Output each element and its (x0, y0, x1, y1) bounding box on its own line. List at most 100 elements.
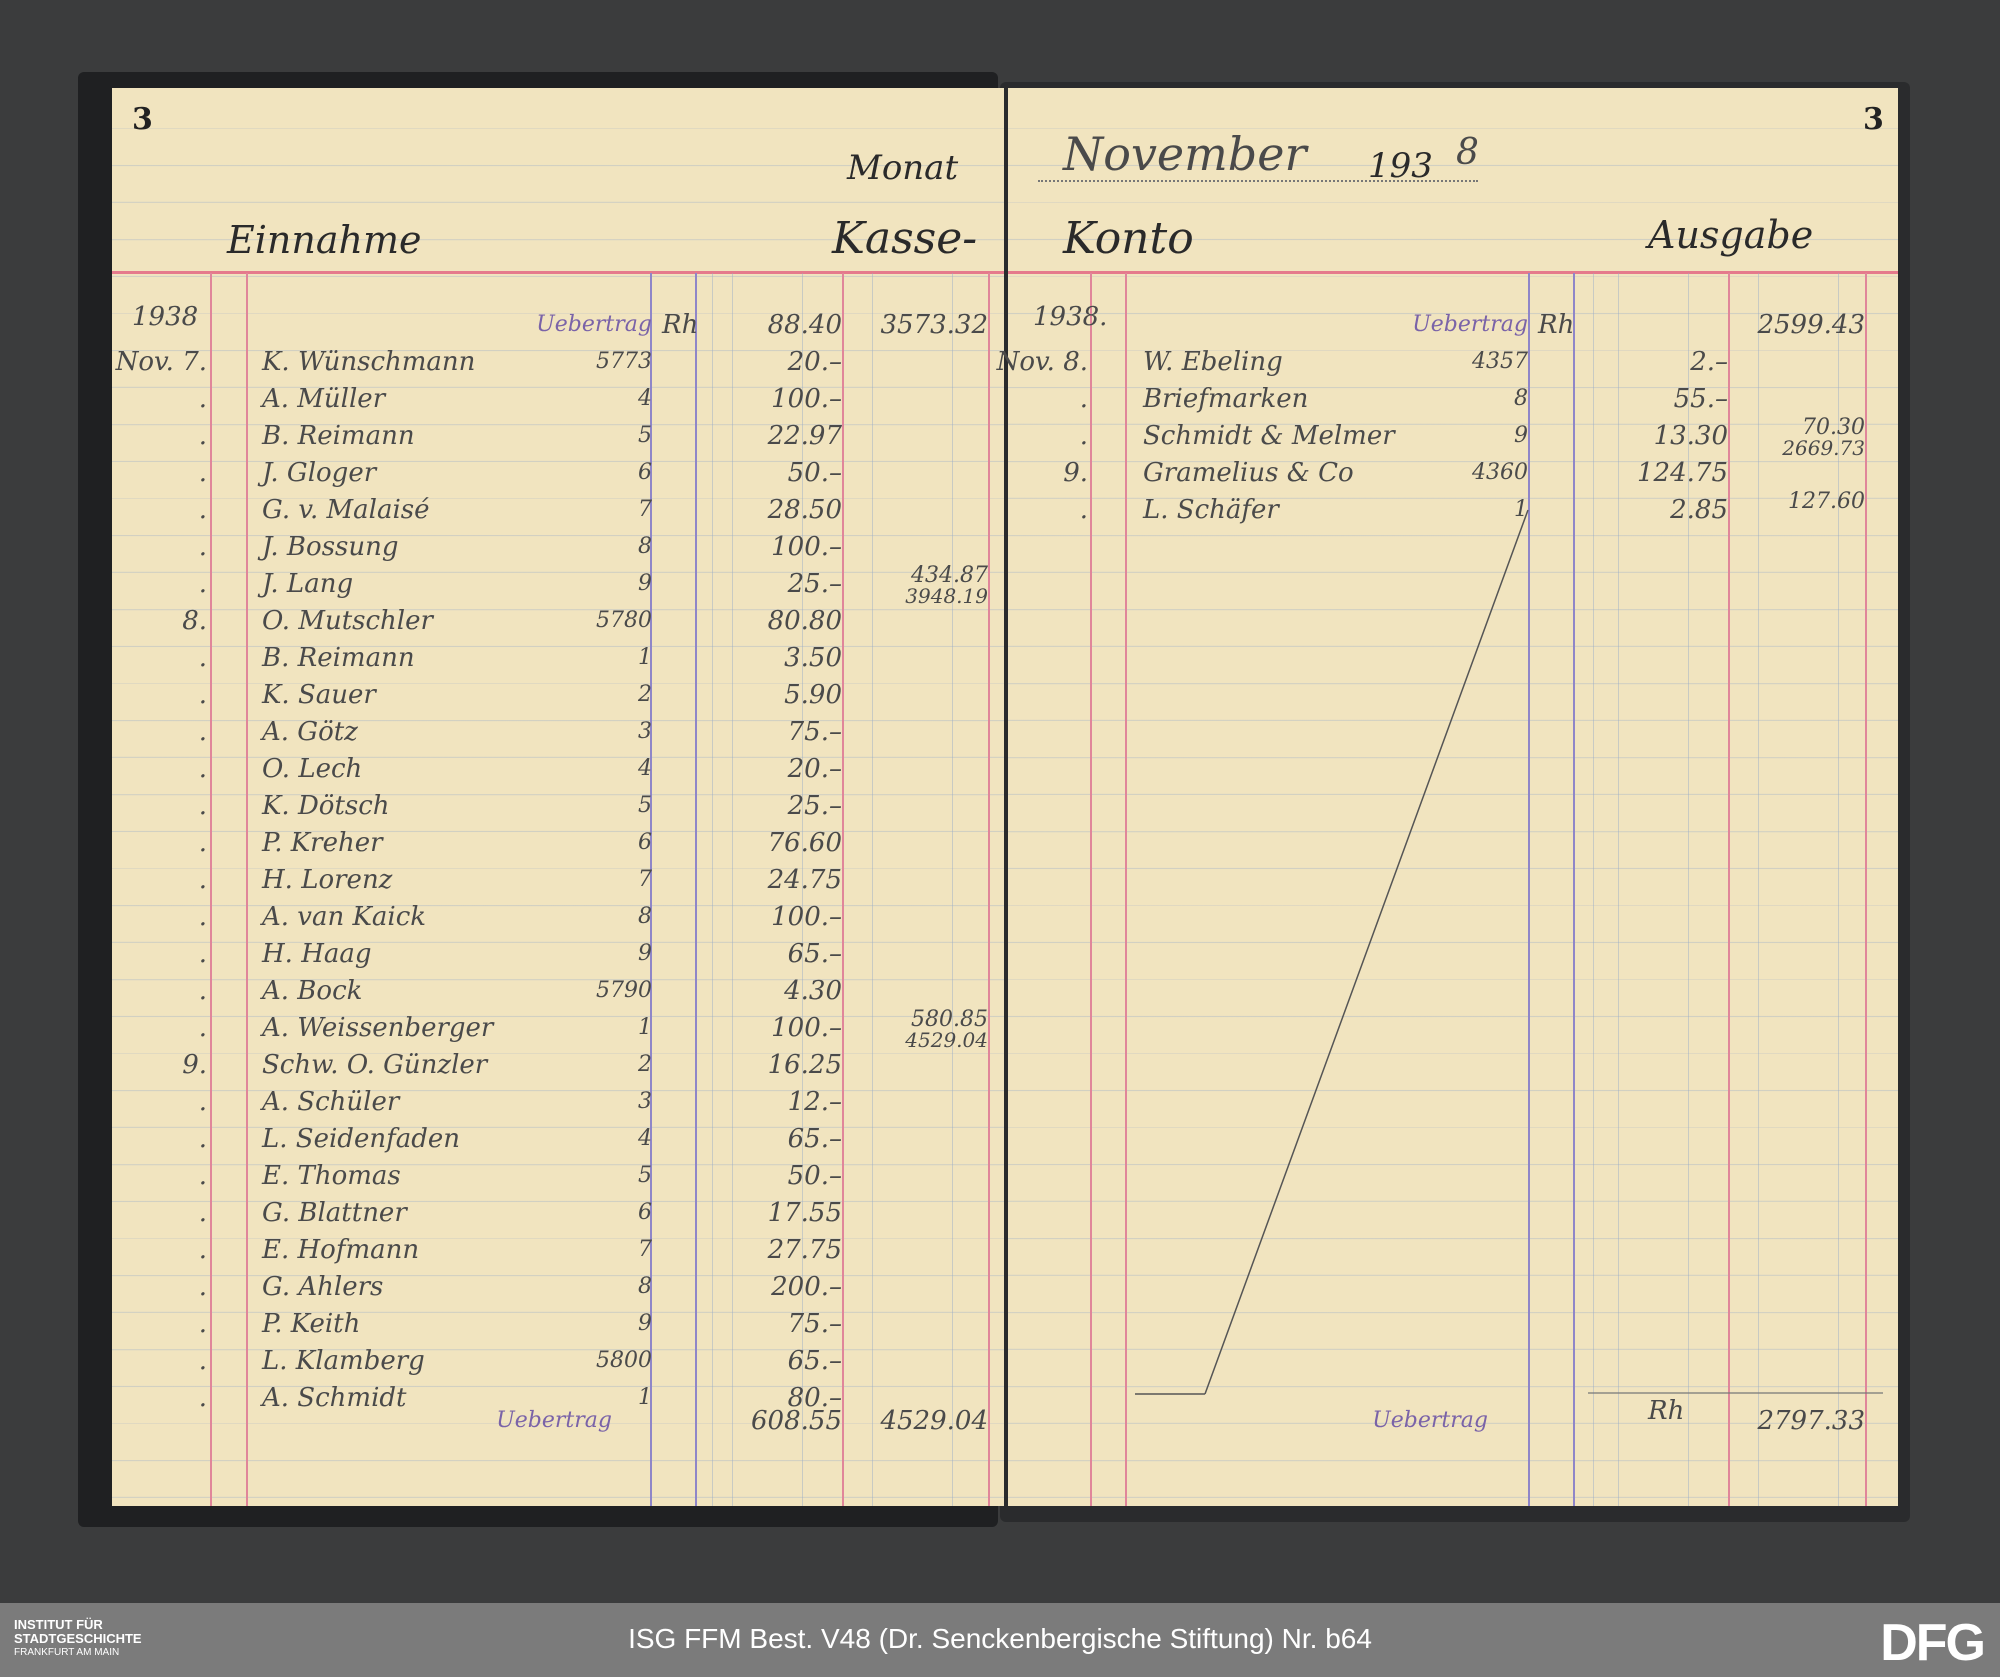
running-total: 4529.04 (905, 1028, 988, 1052)
uebertrag-stamp: Uebertrag (496, 1408, 612, 1433)
entry-date: 8. (182, 606, 207, 636)
subtotal: 580.85 (911, 1007, 988, 1032)
entry-folio: 9 (638, 941, 652, 966)
entry-name: H. Lorenz (262, 865, 393, 895)
entry-name: E. Hofmann (262, 1235, 420, 1265)
entry-date: . (198, 939, 207, 969)
entry-name: K. Wünschmann (262, 347, 476, 377)
entry-name: P. Kreher (262, 828, 383, 858)
entry-folio: 9 (1514, 423, 1528, 448)
entry-date: Nov. 8. (996, 347, 1088, 377)
year-written: 8 (1456, 132, 1479, 173)
entry-date: . (198, 1272, 207, 1302)
entry-date: . (1079, 495, 1088, 525)
entry-name: B. Reimann (262, 421, 415, 451)
entry-folio: 7 (638, 497, 652, 522)
entry-date: . (198, 1309, 207, 1339)
entry-date: . (198, 828, 207, 858)
month-field: November (1063, 127, 1307, 181)
carry-forward-total: 2797.33 (1757, 1406, 1865, 1436)
entry-date: . (198, 976, 207, 1006)
entry-folio: 2 (638, 682, 652, 707)
currency-label: Rh (1648, 1396, 1685, 1426)
entry-amount: 20.– (787, 754, 842, 784)
entry-amount: 5.90 (784, 680, 842, 710)
entry-name: Schmidt & Melmer (1143, 421, 1395, 451)
entry-folio: 4357 (1472, 349, 1528, 374)
entry-amount: 3.50 (784, 643, 842, 673)
entry-amount: 28.50 (767, 495, 842, 525)
entry-date: . (198, 680, 207, 710)
entry-date: . (198, 1124, 207, 1154)
header-rule (1008, 271, 1898, 274)
uebertrag-stamp: Uebertrag (1372, 1408, 1488, 1433)
entry-date: . (198, 902, 207, 932)
entry-name: O. Mutschler (262, 606, 433, 636)
entry-name: L. Klamberg (262, 1346, 425, 1376)
entry-amount: 17.55 (767, 1198, 842, 1228)
entry-name: L. Seidenfaden (262, 1124, 460, 1154)
entry-date: . (198, 421, 207, 451)
entry-folio: 8 (1514, 386, 1528, 411)
entry-name: J. Gloger (262, 458, 377, 488)
entry-date: . (198, 1161, 207, 1191)
entry-folio: 1 (638, 645, 652, 670)
entry-folio: 5 (638, 1163, 652, 1188)
entry-name: A. Müller (262, 384, 386, 414)
entry-name: Gramelius & Co (1143, 458, 1354, 488)
entry-folio: 5 (638, 423, 652, 448)
entry-amount: 13.30 (1653, 421, 1728, 451)
entry-amount: 65.– (787, 939, 842, 969)
entry-folio: 1 (638, 1015, 652, 1040)
entry-date: . (198, 458, 207, 488)
entry-amount: 2.85 (1670, 495, 1728, 525)
entry-amount: 16.25 (767, 1050, 842, 1080)
entry-date: Nov. 7. (115, 347, 207, 377)
entry-name: A. Weissenberger (262, 1013, 494, 1043)
entry-folio: 8 (638, 904, 652, 929)
entry-name: A. Schmidt (262, 1383, 407, 1413)
running-total: 2669.73 (1782, 436, 1865, 460)
entry-amount: 25.– (787, 569, 842, 599)
entry-folio: 9 (638, 571, 652, 596)
entry-folio: 8 (638, 1274, 652, 1299)
entry-name: A. Schüler (262, 1087, 400, 1117)
entry-amount: 65.– (787, 1124, 842, 1154)
entry-date: . (198, 754, 207, 784)
entry-date: . (198, 1013, 207, 1043)
running-total: 3948.19 (905, 584, 988, 608)
carry-forward-total: 4529.04 (880, 1406, 988, 1436)
entry-amount: 2.– (1690, 347, 1728, 377)
entry-name: H. Haag (262, 939, 372, 969)
uebertrag-stamp: Uebertrag (536, 312, 652, 337)
carry-total: 3573.32 (880, 310, 988, 340)
entry-amount: 100.– (771, 384, 842, 414)
entry-folio: 7 (638, 867, 652, 892)
konto-label: Konto (1063, 213, 1194, 264)
entry-folio: 3 (638, 719, 652, 744)
page-number: 3 (132, 102, 153, 137)
left-page: 3 Einnahme Monat Kasse- 1938 Uebertrag Rh 8… (112, 88, 1004, 1506)
entry-folio: 3 (638, 1089, 652, 1114)
entry-name: K. Dötsch (262, 791, 390, 821)
entry-date: . (198, 791, 207, 821)
page-number: 3 (1863, 102, 1884, 137)
entry-amount: 20.– (787, 347, 842, 377)
entry-date: . (198, 384, 207, 414)
entry-folio: 5 (638, 793, 652, 818)
entry-name: A. Bock (262, 976, 363, 1006)
entry-name: J. Lang (262, 569, 354, 599)
subtotal: 70.30 (1802, 415, 1865, 440)
entry-date: 9. (1063, 458, 1088, 488)
uebertrag-stamp: Uebertrag (1412, 312, 1528, 337)
carry-year: 1938. (1033, 302, 1108, 332)
entry-date: . (198, 495, 207, 525)
entry-amount: 100.– (771, 902, 842, 932)
strike-through-line (1135, 509, 1883, 1395)
entry-name: Briefmarken (1143, 384, 1309, 414)
entry-name: G. Blattner (262, 1198, 407, 1228)
entry-folio: 6 (638, 830, 652, 855)
archive-footer: INSTITUT FÜR STADTGESCHICHTE FRANKFURT AM… (0, 1603, 2000, 1677)
institution-logo: INSTITUT FÜR STADTGESCHICHTE FRANKFURT AM… (14, 1617, 142, 1659)
entry-name: G. Ahlers (262, 1272, 384, 1302)
